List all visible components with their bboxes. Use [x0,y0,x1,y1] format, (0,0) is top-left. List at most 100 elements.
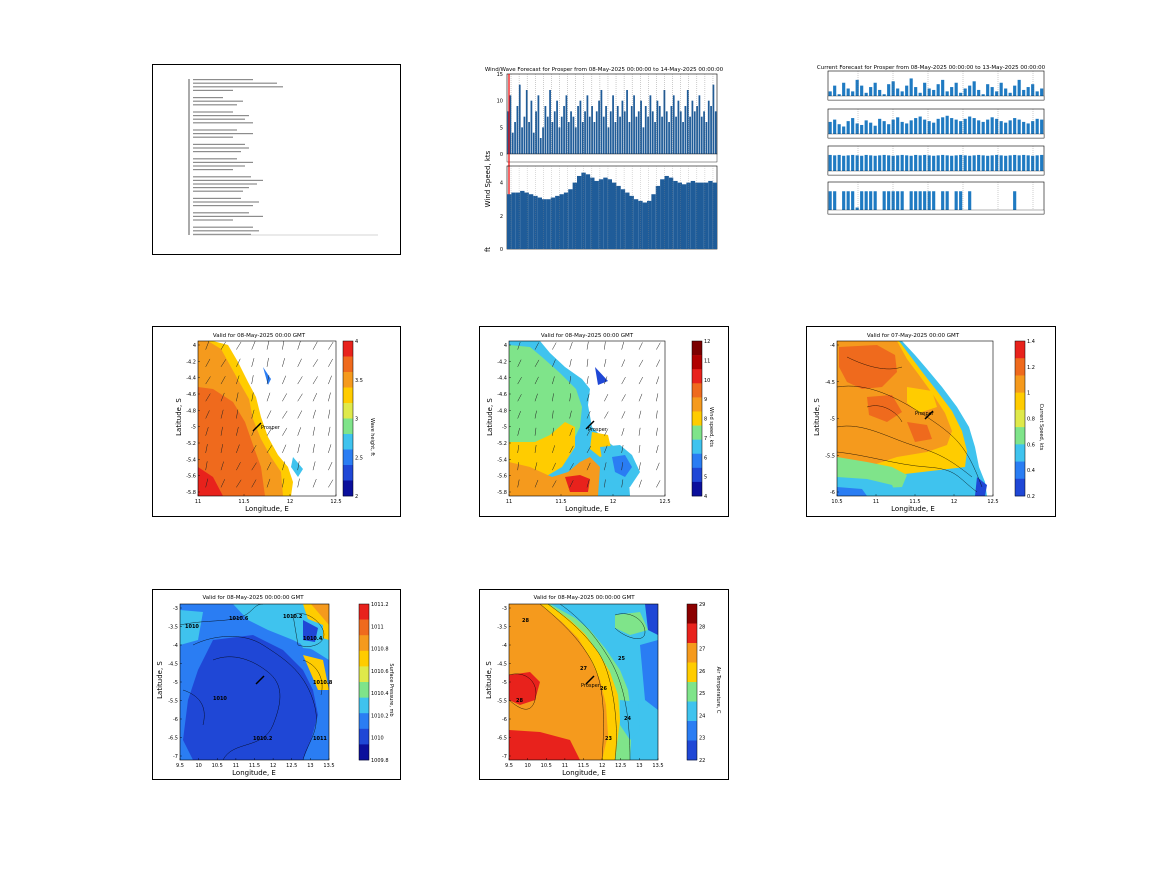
current-bar [927,121,931,138]
wind-speed-bar [612,95,614,154]
wind-speed-bar [600,90,603,154]
wind-vector-arrow [604,411,609,419]
map-xtick-label: 12 [270,763,276,769]
colorbar-tick-label: 7 [704,436,707,442]
text-line [193,79,253,81]
map-xtick-label: 11.5 [555,499,566,505]
current-bar [968,191,972,214]
current-map-ylabel: Latitude, S [813,398,821,436]
current-bar [995,91,999,100]
wind-map-title: Valid for 08-May-2025 00:00 GMT [541,333,634,339]
wind-speed-bar [649,95,652,154]
wind-vector-arrow [282,341,285,350]
colorbar-tick-label: 25 [699,691,705,697]
colorbar-tick-label: 26 [699,669,705,675]
current-bar [923,191,927,214]
wind-vector-arrow [312,409,316,419]
colorbar-segment [1015,478,1025,497]
wind-speed-bar [537,95,540,154]
wind-vector-arrow [297,376,303,385]
pressure-map-cbar-label: Surface Pressure, mb [388,663,394,716]
contour-label: 1010.4 [303,636,323,642]
colorbar-segment [1015,461,1025,480]
wind-vector-arrow [517,376,522,385]
wind-vector-arrow [621,462,623,471]
map-ytick-label: -4.4 [497,376,507,382]
colorbar-tick-label: 1 [1027,391,1030,397]
colorbar-segment [343,449,353,466]
map-ytick-label: -4.8 [497,408,507,414]
wind-vector-arrow [328,341,334,350]
wind-vector-arrow [282,461,286,471]
colorbar-tick-label: 11 [704,358,710,364]
contour-line [192,636,317,760]
current-bar [1017,119,1021,138]
text-line [193,161,253,163]
wind-speed-bar [586,95,589,154]
wind-vector-arrow [205,427,209,436]
current-bar [950,155,954,175]
wind-speed-bar [628,122,631,154]
wind-vector-arrow [251,462,257,471]
contour-line [180,604,264,626]
map-xtick-label: 11.5 [249,763,260,769]
current-bar [860,191,864,214]
current-bar [1013,154,1017,175]
wind-vector-arrow [251,341,256,350]
colorbar-segment [692,425,702,440]
wind-speed-bar [630,106,633,154]
wave-height-bar [590,177,595,249]
wind-speed-label: Wind Speed, kts [484,150,492,207]
current-bar [927,88,931,100]
wind-speed-bar [672,95,675,154]
wind-vector-arrow [534,410,537,419]
wind-vector-arrow [328,392,331,402]
map-xtick-label: 10.5 [541,763,552,769]
wind-vector-arrow [220,392,225,402]
current-bar [891,155,895,175]
text-line [193,219,233,221]
contour-label: 1010 [213,696,227,702]
colorbar-tick-label: 27 [699,647,705,653]
colorbar-segment [359,650,369,667]
wind-vector-arrow [534,427,537,436]
colorbar-segment [687,740,697,761]
current-bar [986,155,990,175]
wave-height-bar [668,177,674,249]
pressure-map-panel: Valid for 08-May-2025 00:00:00 GMT 9.5 10… [152,589,401,780]
colorbar-tick-label: 24 [699,713,705,719]
map-xtick-label: 12.5 [330,499,341,505]
map-ytick-label: -4 [502,643,507,649]
current-bar [954,155,958,175]
current-bar [1013,118,1017,138]
current-bar [833,155,837,175]
current-bar [1035,155,1039,175]
current-bar [1035,91,1039,100]
wind-vector-arrow [328,409,331,419]
wave-height-bar [511,192,516,249]
prosper-marker: Prosper [581,675,601,689]
wind-speed-bar [565,95,568,154]
wind-vector-arrow [312,341,318,350]
wind-vector-arrow [569,428,573,436]
wave-height-bar [537,197,542,249]
wind-vector-arrow [266,410,272,419]
prosper-label: Prosper [581,683,601,689]
wind-vector-arrow [656,462,660,471]
current-bar [828,91,832,100]
wind-speed-bar [553,111,556,154]
map-ytick-label: -5.6 [497,474,507,480]
wind-vector-arrow [569,376,571,385]
wind-speed-bar [656,100,659,154]
text-line [193,151,241,153]
wind-vector-arrow [251,375,254,385]
wind-speed-bar [546,116,549,154]
current-bar [990,155,994,175]
current-map-cbar-label: Current Speed, kts [1038,404,1044,451]
text-line [193,226,253,228]
wave-height-bar [682,184,687,249]
wind-vector-arrow [586,358,589,367]
colorbar-segment [359,682,369,698]
current-bar [995,118,999,138]
wave-height-bar [533,195,538,249]
